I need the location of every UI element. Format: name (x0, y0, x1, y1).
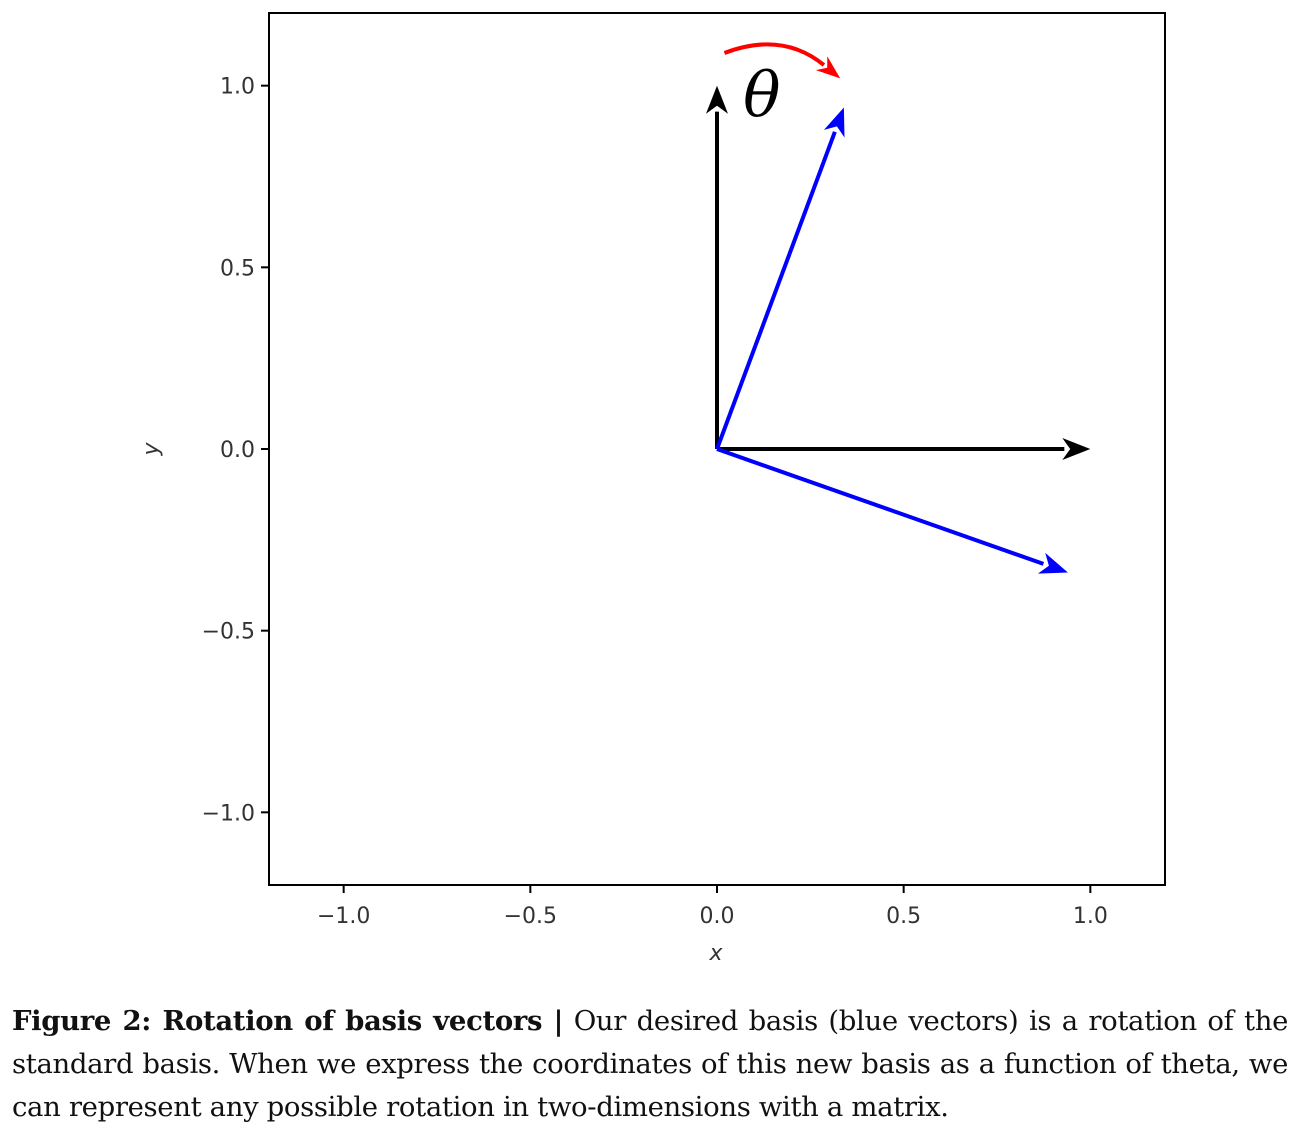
standard-basis-x-vector (717, 438, 1091, 460)
x-axis-label: x (708, 941, 723, 966)
x-tick-label: 0.5 (886, 904, 921, 929)
standard-basis-y-vector (706, 85, 728, 449)
caption-lead: Figure 2: Rotation of basis vectors | (12, 1005, 564, 1037)
rotation-chart: −1.0 −0.5 0.0 0.5 1.0 −1.0−0.50.00.51.0 θ x … (139, 12, 1166, 966)
x-tick-label: −0.5 (504, 904, 557, 929)
vector-arrowhead (706, 85, 728, 114)
y-tick-label: 0.0 (220, 438, 255, 463)
y-tick-label: 1.0 (220, 75, 255, 100)
rotation-arc-arrowhead (815, 56, 841, 79)
figure: −1.0 −0.5 0.0 0.5 1.0 −1.0 −0.5 0.0 0.5 1.0 θ x … (139, 12, 1166, 966)
x-tick-label: 1.0 (1073, 904, 1108, 929)
caption-body: Our desired basis (blue vectors) is a ro… (12, 1005, 1288, 1123)
y-tick-label: −0.5 (202, 620, 255, 645)
figure-caption: Figure 2: Rotation of basis vectors | Ou… (12, 1000, 1288, 1129)
rotated-basis-1-vector (715, 107, 845, 450)
theta-label: θ (743, 58, 780, 131)
vector-arrowhead (823, 107, 845, 138)
rotation-annotation: θ (723, 42, 841, 131)
rotation-arc (723, 42, 826, 67)
vector-arrowhead (1037, 552, 1068, 574)
vector-shaft (716, 447, 1045, 566)
y-tick-label: 0.5 (220, 256, 255, 281)
vector-shaft (715, 131, 837, 450)
x-tick-label: −1.0 (317, 904, 370, 929)
x-tick-label: 0.0 (700, 904, 735, 929)
y-axis-ticks: −1.0 −0.5 0.0 0.5 1.0 (202, 75, 269, 826)
y-tick-label: −1.0 (202, 801, 255, 826)
vector-layer (706, 85, 1091, 574)
rotated-basis-2-vector (716, 447, 1068, 574)
vector-arrowhead (1062, 438, 1091, 460)
y-axis-label: y (139, 442, 164, 457)
x-axis-ticks: −1.0 −0.5 0.0 0.5 1.0 (317, 885, 1108, 929)
